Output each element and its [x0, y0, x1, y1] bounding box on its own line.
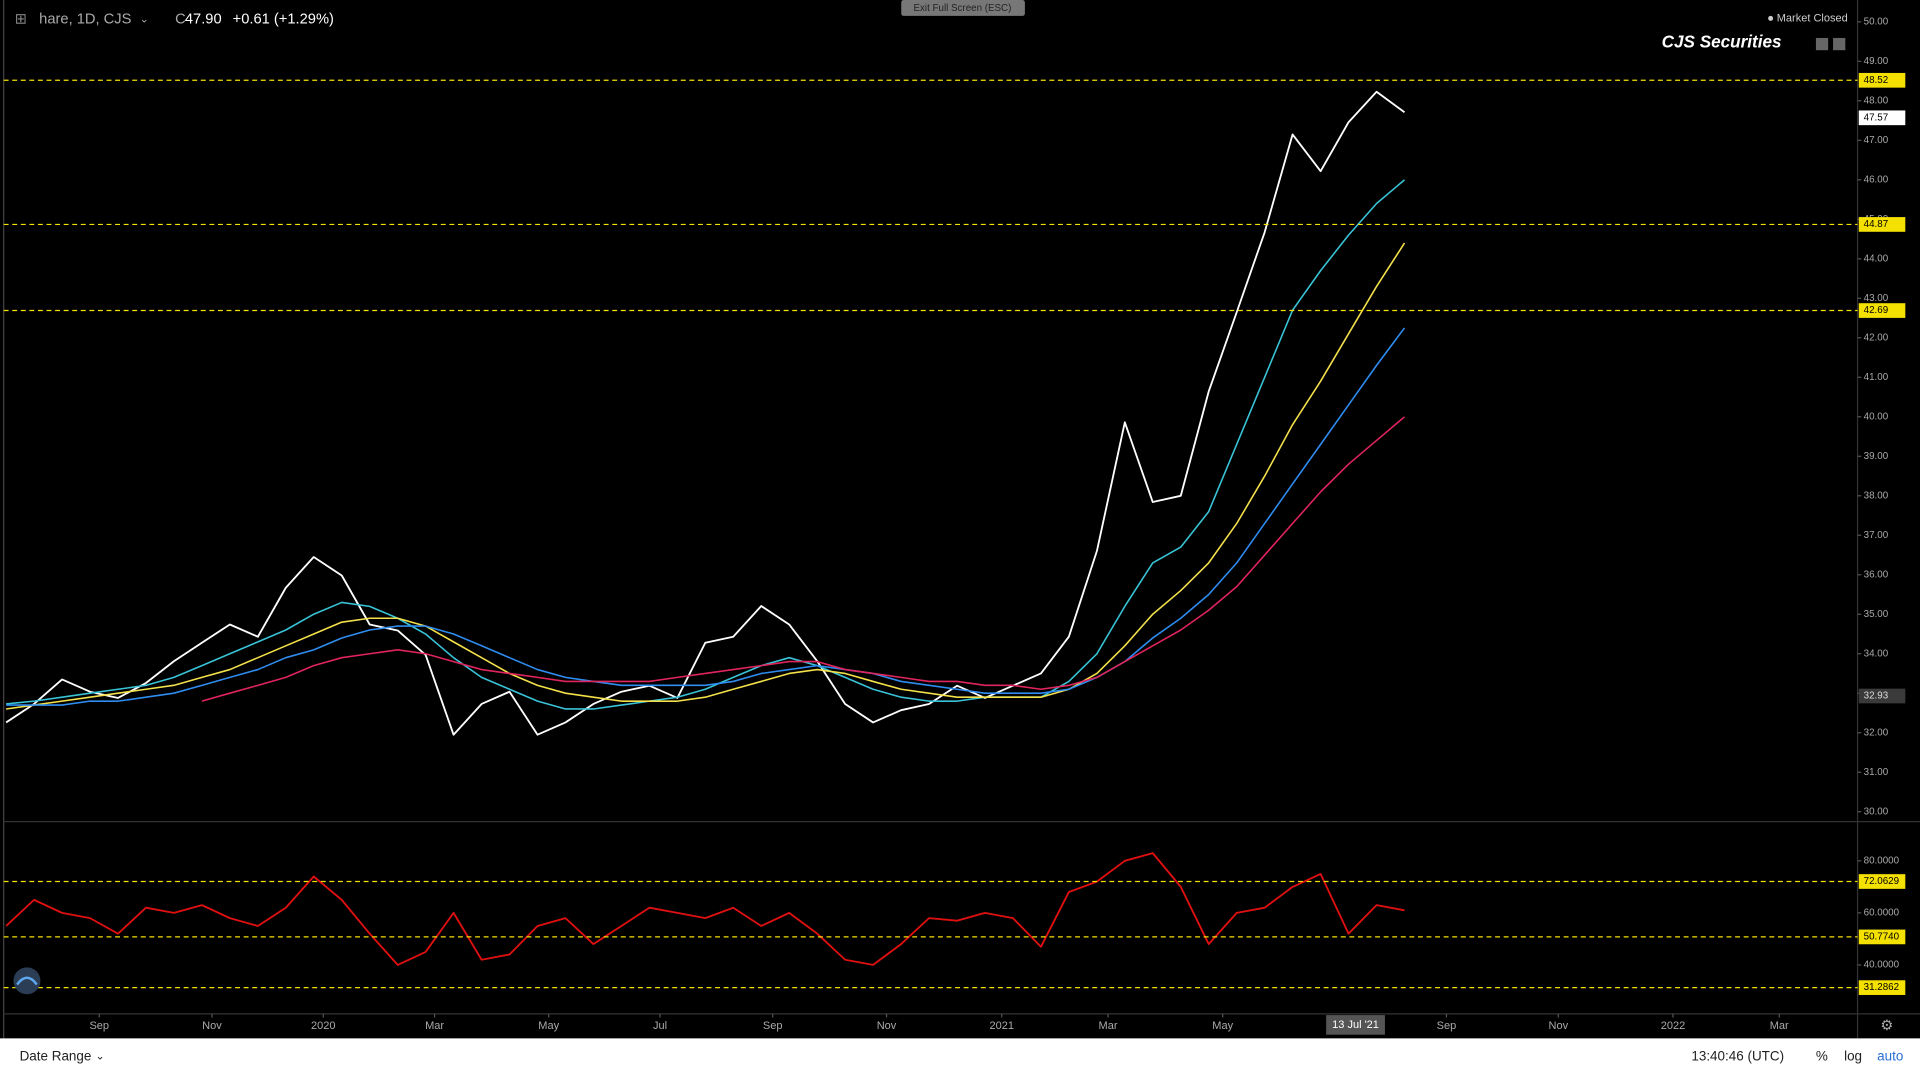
y-tick-label: 80.0000 [1864, 855, 1900, 866]
y-tick-label: 34.00 [1864, 648, 1889, 659]
y-tick-label: 41.00 [1864, 372, 1889, 383]
exit-fullscreen-button[interactable] [901, 0, 1025, 16]
exit-fullscreen-label[interactable]: Exit Full Screen (ESC) [914, 3, 1012, 14]
date-range-dropdown[interactable]: ⌄ [96, 1051, 105, 1063]
x-tick-label: Sep [1437, 1020, 1457, 1032]
collapse-button[interactable] [1815, 37, 1829, 51]
x-tick-label: 2022 [1661, 1020, 1686, 1032]
x-tick-label: Mar [1099, 1020, 1118, 1032]
level-label: 42.69 [1864, 305, 1888, 316]
expand-button[interactable] [1833, 37, 1846, 51]
last-value-label: 47.57 [1864, 112, 1888, 123]
y-tick-label: 44.00 [1864, 253, 1889, 264]
crosshair-label: 13 Jul '21 [1332, 1019, 1379, 1031]
series-line [6, 242, 1406, 710]
logo-badge[interactable] [13, 967, 41, 995]
close-value: 47.90 [185, 11, 222, 27]
x-tick-label: Mar [1770, 1020, 1789, 1032]
y-tick-label: 35.00 [1864, 609, 1889, 620]
level-label: 50.7740 [1864, 932, 1900, 943]
x-tick-label: 2020 [311, 1020, 336, 1032]
x-tick-label: 2021 [989, 1020, 1014, 1032]
level-tag [1858, 929, 1906, 945]
series-line [201, 416, 1406, 702]
symbol-dropdown[interactable]: ⌄ [140, 13, 149, 25]
y-tick-label: 60.0000 [1864, 907, 1900, 918]
x-tick-label: May [538, 1020, 559, 1032]
series-line [6, 179, 1406, 710]
auto-toggle[interactable]: auto [1877, 1048, 1903, 1063]
series-line [5, 852, 1405, 966]
y-tick-label: 42.00 [1864, 332, 1889, 343]
y-tick-label: 40.00 [1864, 411, 1889, 422]
x-tick-label: Jul [653, 1020, 667, 1032]
y-tick-label: 38.00 [1864, 490, 1889, 501]
crosshair-tag [1326, 1015, 1385, 1035]
plots: 30.0031.0032.0033.0034.0035.0036.0037.00… [3, 16, 1906, 1035]
marker-tag [1858, 688, 1906, 704]
level-tag [1858, 874, 1906, 889]
y-tick-label: 43.00 [1864, 293, 1889, 304]
x-tick-label: Sep [763, 1020, 783, 1032]
logo-mark [16, 976, 38, 986]
last-value-tag [1858, 110, 1906, 126]
status-dot [1768, 15, 1774, 21]
y-tick-label: 36.00 [1864, 569, 1889, 580]
symbol[interactable]: hare, 1D, CJS [39, 11, 131, 27]
y-tick-label: 49.00 [1864, 56, 1889, 67]
layout-icon[interactable]: ⊞ [15, 11, 27, 27]
footer-bar [0, 1038, 1920, 1080]
y-tick-label: 47.00 [1864, 135, 1889, 146]
y-tick-label: 50.00 [1864, 16, 1889, 27]
level-tag [1858, 72, 1906, 88]
series-line [5, 90, 1406, 736]
level-label: 72.0629 [1864, 876, 1899, 887]
x-tick-label: Nov [877, 1020, 897, 1032]
date-range-button[interactable]: Date Range [20, 1048, 92, 1063]
x-tick-label: May [1212, 1020, 1233, 1032]
x-tick-label: Nov [202, 1020, 222, 1032]
clock: 13:40:46 (UTC) [1691, 1048, 1784, 1063]
x-tick-label: Sep [89, 1020, 109, 1032]
level-label: 31.2862 [1864, 982, 1899, 993]
marker-label: 32.93 [1864, 691, 1889, 702]
brand: CJS Securities [1662, 31, 1782, 51]
y-tick-label: 32.00 [1864, 727, 1889, 738]
change-value: +0.61 (+1.29%) [233, 11, 334, 27]
y-tick-label: 39.00 [1864, 451, 1889, 462]
log-toggle[interactable]: log [1844, 1048, 1862, 1063]
percent-toggle[interactable]: % [1816, 1048, 1828, 1063]
y-tick-label: 40.0000 [1864, 960, 1900, 971]
close-prefix: C [175, 11, 186, 27]
level-tag [1858, 980, 1906, 995]
level-tag [1858, 303, 1906, 318]
y-tick-label: 48.00 [1864, 95, 1889, 106]
y-tick-label: 46.00 [1864, 174, 1889, 185]
y-tick-label: 31.00 [1864, 767, 1889, 778]
level-label: 48.52 [1864, 75, 1888, 86]
x-tick-label: Nov [1549, 1020, 1569, 1032]
y-tick-label: 37.00 [1864, 530, 1889, 541]
settings-icon[interactable]: ⚙ [1880, 1018, 1893, 1034]
series-line [6, 327, 1406, 706]
x-tick-label: Mar [425, 1020, 444, 1032]
y-tick-label: 30.00 [1864, 806, 1889, 817]
level-tag [1858, 217, 1906, 232]
level-label: 44.87 [1864, 219, 1888, 230]
market-status: Market Closed [1777, 12, 1848, 24]
